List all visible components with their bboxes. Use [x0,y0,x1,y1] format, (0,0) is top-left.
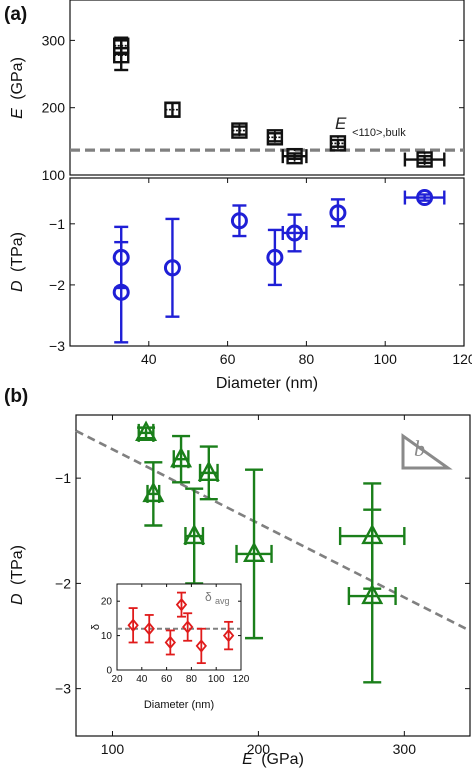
plot-inset-delta: 0 10 20 20 40 60 80 100 120 δ Diameter (nm) δ av… [90,583,250,711]
b-inset-point-1 [143,621,155,636]
reference-label-inset-main: δ [205,590,212,604]
a-bottom-xtick-label-1: 60 [220,351,236,367]
b-inset-xtick-label-4: 100 [208,674,225,685]
axes-frame-a-top [69,0,465,176]
a-bottom-point-1 [112,283,130,301]
b-inset-ytick-label-1: 10 [101,631,113,642]
ylabel-a-bottom-unit: (TPa) [9,232,26,272]
axes-frame-b [75,414,471,737]
b-point-0 [135,420,158,442]
b-point-1 [142,481,165,503]
b-inset-point-3 [175,597,188,612]
a-bottom-point-4 [266,248,284,266]
a-bottom-point-5 [286,224,304,242]
ylabel-a-top: E (GPa) [9,57,26,119]
plot-elastic-modulus: 100 200 300 E (GPa) E <110>,bulk [9,0,465,183]
b-inset-xtick-label-1: 40 [136,674,148,685]
ylabel-a-top-main: E [9,108,26,119]
a-bottom-ytick-label-2: −1 [49,216,65,232]
b-inset-xtick-label-5: 120 [233,674,250,685]
b-point-2 [170,446,193,468]
xlabel-a-bottom: Diameter (nm) [216,375,318,392]
b-xtick-label-2: 300 [393,741,417,757]
ylabel-a-top-unit: (GPa) [9,57,26,100]
xlabel-b-main: E [242,751,253,768]
b-fit-line [75,429,471,632]
b-point-5 [243,541,266,563]
reference-label-inset-sub: avg [215,596,230,606]
a-top-ytick-label-2: 300 [42,32,66,48]
b-ytick-label-1: −2 [55,575,71,591]
slope-label: b [414,436,425,461]
b-point-7 [361,583,384,605]
a-top-point-4 [266,129,284,146]
a-bottom-ytick-label-1: −2 [49,277,65,293]
b-inset-point-4 [182,620,194,634]
ylabel-inset: δ [90,624,102,630]
b-point-3 [183,523,206,545]
ylabel-b-main: D [9,593,26,605]
b-inset-xtick-label-2: 60 [161,674,173,685]
a-bottom-ytick-label-0: −3 [49,338,65,354]
reference-label-inset: δ avg [205,590,230,606]
a-top-point-3 [231,122,248,139]
b-inset-xtick-label-3: 80 [186,674,198,685]
b-ytick-label-2: −1 [55,470,71,486]
a-bottom-point-7 [416,189,434,207]
panel-label-a: (a) [4,4,27,25]
b-inset-ytick-label-2: 20 [101,597,113,608]
a-bottom-xtick-label-4: 120 [452,351,472,367]
b-inset-xtick-label-0: 20 [111,674,123,685]
xlabel-inset: Diameter (nm) [144,699,214,711]
a-top-ytick-label-1: 200 [42,100,66,116]
a-bottom-point-3 [230,212,248,230]
ylabel-a-bottom: D (TPa) [9,232,26,292]
a-bottom-xtick-label-0: 40 [141,351,157,367]
a-top-point-2 [164,101,181,118]
a-bottom-xtick-label-2: 80 [299,351,315,367]
b-point-4 [197,460,220,482]
slope-triangle-icon [401,433,453,470]
panel-label-b: (b) [4,386,28,407]
b-inset-ytick-label-0: 0 [106,666,112,677]
a-top-point-7 [416,151,433,168]
xlabel-b-unit: (GPa) [261,751,304,768]
plot-d-vs-diameter: −3 −2 −1 40 60 80 100 120 D (TPa) Diameter (nm) [9,177,472,392]
ylabel-b-unit: (TPa) [9,545,26,585]
b-xtick-label-1: 200 [247,741,271,757]
axes-frame-inset [116,583,242,671]
a-bottom-point-6 [329,204,347,222]
a-top-point-1 [113,37,130,54]
ylabel-a-bottom-main: D [9,280,26,292]
b-inset-point-5 [195,639,207,653]
ylabel-b: D (TPa) [9,545,26,605]
b-inset-point-6 [222,628,235,643]
a-top-point-6 [329,135,347,152]
axes-frame-a-bottom [69,177,465,347]
a-top-point-5 [286,147,303,165]
b-ytick-label-0: −3 [55,681,71,697]
a-top-ytick-label-0: 100 [42,167,66,183]
b-inset-point-0 [127,618,139,633]
xlabel-b: E (GPa) [242,751,304,768]
b-inset-point-2 [164,635,176,650]
reference-label-a-top-sub: <110>,bulk [352,127,406,139]
b-xtick-label-0: 100 [101,741,125,757]
a-bottom-point-2 [163,259,181,277]
reference-label-a-top-main: E [335,114,347,133]
reference-label-a-top: E <110>,bulk [335,114,406,139]
a-bottom-xtick-label-3: 100 [374,351,398,367]
